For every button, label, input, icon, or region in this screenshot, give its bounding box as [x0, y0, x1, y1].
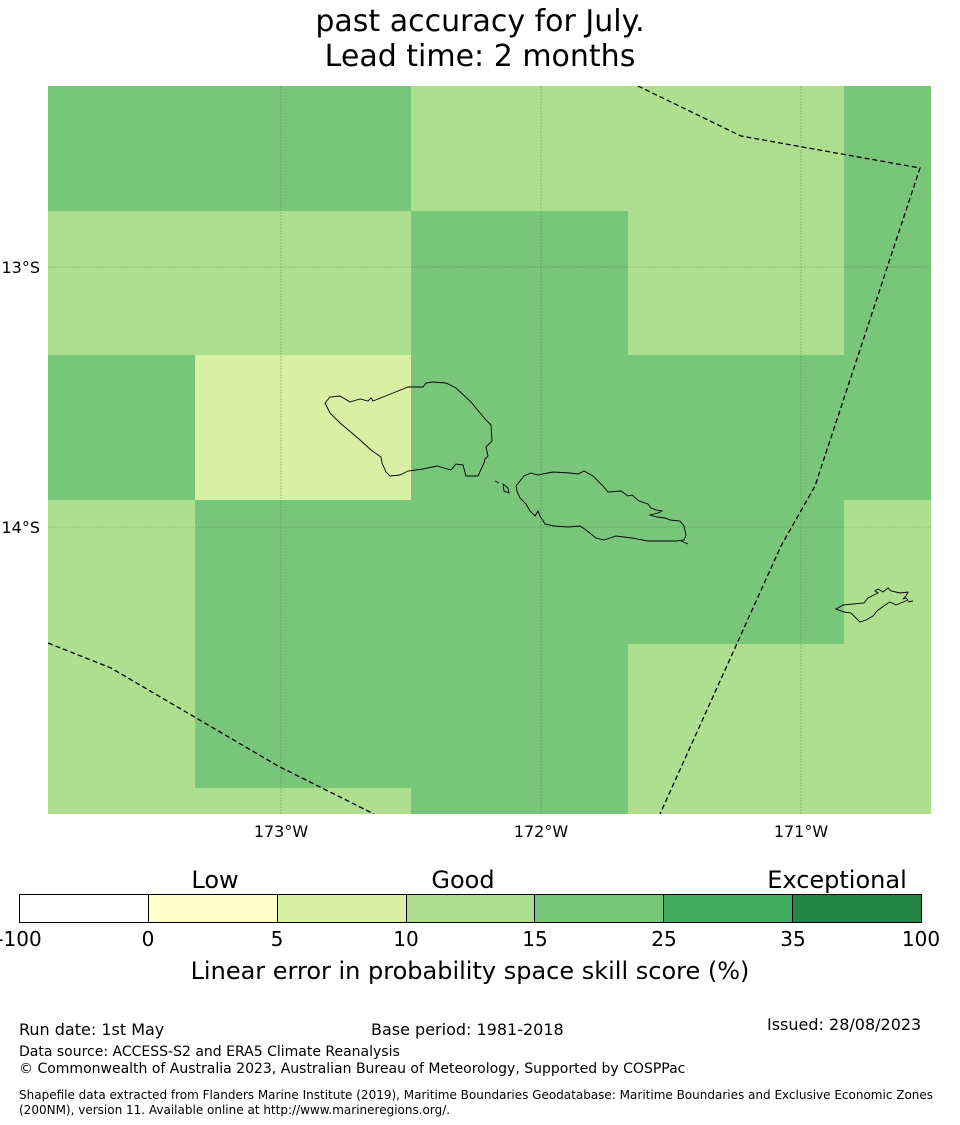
base-period: Base period: 1981-2018: [371, 1020, 564, 1039]
grid-cell: [48, 500, 195, 644]
grid-cell: [411, 211, 628, 355]
colorbar-tick: 35: [780, 927, 806, 951]
colorbar-segment: [277, 895, 407, 922]
colorbar-segment: [535, 895, 665, 922]
lon-label-171w: 171°W: [773, 822, 829, 841]
colorbar-category-low: Low: [191, 866, 239, 894]
grid-cell: [411, 788, 628, 814]
colorbar-tick: -100: [0, 927, 42, 951]
map-title-line-2: Lead time: 2 months: [324, 39, 636, 74]
grid-cell: [48, 355, 195, 500]
skill-score-map: [48, 86, 931, 814]
colorbar-tick: 5: [270, 927, 284, 951]
grid-cell: [48, 788, 411, 814]
colorbar-label: Linear error in probability space skill …: [190, 957, 750, 985]
colorbar-category-good: Good: [431, 866, 495, 894]
colorbar-category-exceptional: Exceptional: [767, 866, 907, 894]
colorbar-segment: [20, 895, 149, 922]
grid-cell: [628, 644, 931, 788]
lon-label-173w: 173°W: [253, 822, 309, 841]
grid-cell: [48, 211, 411, 355]
coastlines: [324, 381, 914, 623]
colorbar-segment: [793, 895, 922, 922]
island-tutuila: [834, 587, 909, 623]
grid-cell: [844, 211, 931, 355]
grid-cell: [411, 86, 844, 211]
grid-cell: [844, 500, 931, 644]
island-manono: [502, 482, 510, 494]
shapefile-credit: Shapefile data extracted from Flanders M…: [19, 1088, 934, 1117]
colorbar-tick: 0: [141, 927, 155, 951]
lat-label-13s: 13°S: [1, 258, 40, 277]
colorbar: [19, 894, 922, 923]
islet-apolima: [494, 480, 500, 484]
grid-cell: [195, 500, 844, 644]
colorbar-tick: 15: [522, 927, 548, 951]
colorbar-segment: [664, 895, 794, 922]
islet-aunuu: [907, 600, 914, 603]
colorbar-tick: 100: [901, 927, 941, 951]
eez-boundaries: [48, 86, 921, 814]
islet-east: [680, 540, 689, 545]
island-upolu: [515, 470, 687, 542]
graticule: [48, 86, 931, 814]
island-savaii: [324, 381, 493, 477]
grid-cell: [628, 211, 844, 355]
lat-label-14s: 14°S: [1, 518, 40, 537]
copyright: © Commonwealth of Australia 2023, Austra…: [19, 1061, 686, 1077]
colorbar-tick: 10: [393, 927, 419, 951]
eez-boundary-west: [48, 642, 375, 814]
map-title-line-1: past accuracy for July.: [315, 4, 645, 39]
lon-label-172w: 172°W: [513, 822, 569, 841]
issued-date: Issued: 28/08/2023: [767, 1015, 922, 1034]
grid-cell: [411, 355, 931, 500]
grid-cell: [628, 788, 931, 814]
colorbar-tick: 25: [651, 927, 677, 951]
grid-cell: [48, 86, 411, 211]
grid-cell: [48, 644, 195, 788]
skill-grid: [48, 86, 931, 814]
colorbar-segment: [406, 895, 536, 922]
grid-cell: [195, 644, 628, 788]
run-date: Run date: 1st May: [19, 1020, 165, 1039]
grid-cell: [195, 355, 411, 500]
grid-cell: [844, 86, 931, 211]
data-source: Data source: ACCESS-S2 and ERA5 Climate …: [19, 1044, 400, 1060]
colorbar-segment: [148, 895, 278, 922]
